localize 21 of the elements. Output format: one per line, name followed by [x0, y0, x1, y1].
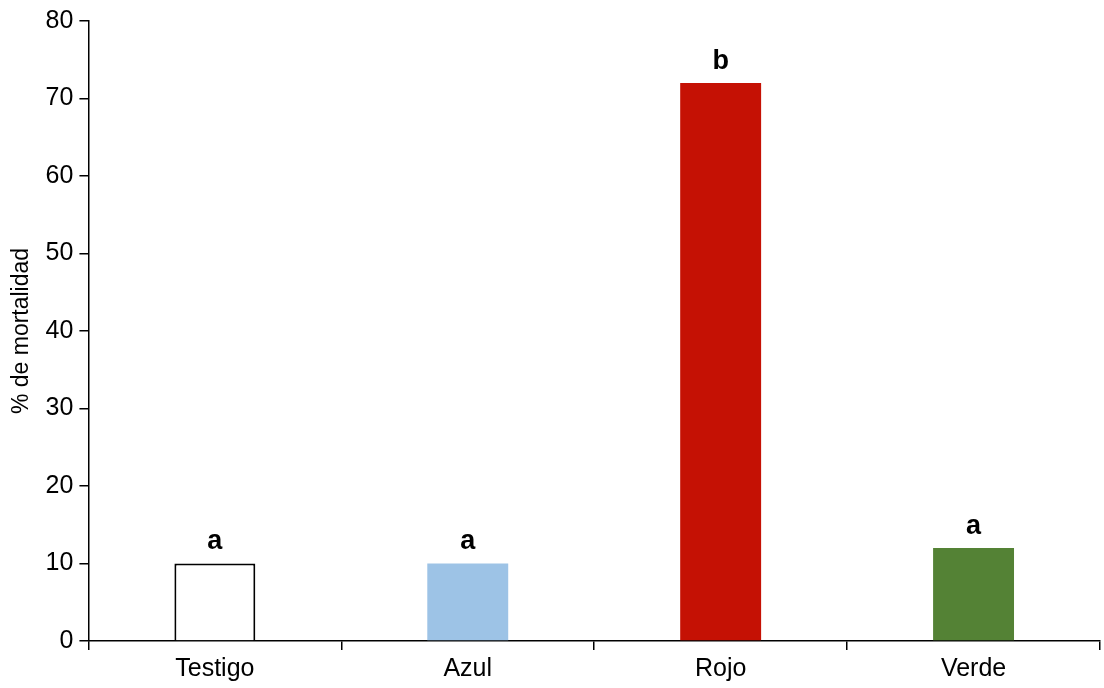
bar: [427, 563, 509, 641]
y-tick-label: 70: [45, 82, 74, 111]
y-tick-label: 10: [45, 547, 74, 576]
x-tick-label: Azul: [443, 652, 493, 681]
bar: [680, 83, 762, 641]
x-tick-label: Testigo: [175, 652, 255, 681]
y-tick-label: 20: [45, 469, 74, 498]
y-tick-label: 60: [45, 159, 74, 188]
x-tick-label: Rojo: [694, 652, 747, 681]
y-tick-label: 40: [45, 314, 74, 343]
y-tick-label: 80: [45, 4, 74, 33]
y-tick-label: 30: [45, 392, 74, 421]
annotation: b: [712, 44, 729, 75]
bar: [933, 548, 1015, 641]
annotation: a: [207, 525, 224, 556]
y-axis-title: % de mortalidad: [7, 247, 34, 415]
y-tick-label: 0: [59, 624, 74, 653]
x-tick-label: Verde: [940, 652, 1007, 681]
annotation: a: [460, 525, 477, 556]
y-tick-label: 50: [45, 237, 74, 266]
annotation: a: [966, 509, 983, 540]
